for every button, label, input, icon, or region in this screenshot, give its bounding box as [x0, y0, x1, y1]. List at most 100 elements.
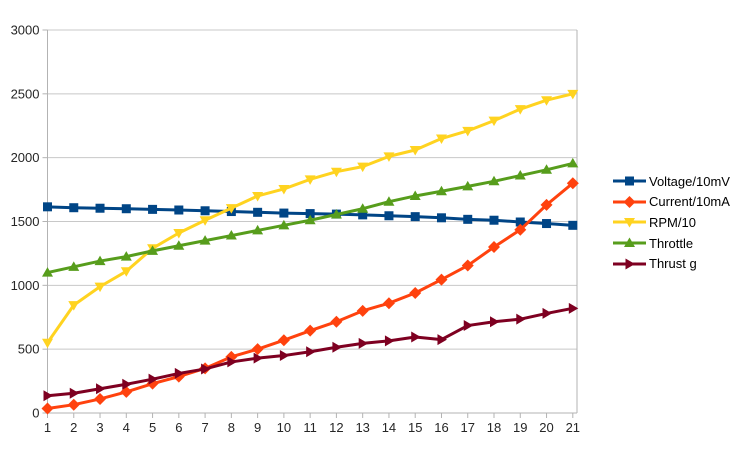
- data-point-marker-rpm-10: [225, 204, 237, 214]
- y-axis-tick-label: 2500: [11, 86, 40, 101]
- data-point-marker-rpm-10: [541, 96, 553, 106]
- data-point-marker-rpm-10: [462, 126, 474, 137]
- data-point-marker-throttle: [541, 164, 553, 174]
- legend-marker-glyph: [625, 258, 635, 270]
- data-point-marker-throttle: [147, 245, 159, 255]
- data-point-marker-rpm-10: [173, 228, 185, 239]
- legend-square-marker-icon: [613, 176, 646, 186]
- data-point-marker-rpm-10: [567, 89, 579, 100]
- data-point-marker-throttle: [304, 214, 316, 225]
- y-axis-tick-label: 0: [32, 406, 39, 421]
- data-point-marker-voltage-10mv: [515, 217, 525, 227]
- legend-triangle-down-marker-icon: [613, 218, 646, 228]
- x-axis-tick-label: 6: [175, 420, 182, 435]
- data-point-marker-rpm-10: [252, 191, 264, 202]
- data-point-marker-rpm-10: [383, 152, 395, 162]
- data-point-marker-voltage-10mv: [200, 206, 210, 216]
- x-axis-tick-label: 2: [70, 420, 77, 435]
- data-point-marker-throttle: [488, 175, 500, 186]
- series-voltage-10mv: [43, 202, 578, 230]
- legend-diamond-marker-icon: [613, 195, 646, 208]
- data-point-marker-current-10ma: [514, 223, 527, 236]
- data-point-marker-voltage-10mv: [489, 215, 499, 225]
- data-point-marker-throttle: [383, 196, 395, 206]
- data-point-marker-thrust-g: [306, 346, 316, 358]
- data-point-marker-voltage-10mv: [358, 210, 368, 220]
- legend-item-thrust-g: Thrust g: [613, 253, 730, 274]
- data-point-marker-thrust-g: [279, 350, 290, 362]
- x-axis-tick-label: 17: [461, 420, 475, 435]
- data-point-marker-voltage-10mv: [121, 204, 131, 214]
- data-point-marker-rpm-10: [409, 146, 421, 156]
- data-point-marker-throttle: [173, 240, 185, 250]
- data-point-marker-current-10ma: [120, 385, 133, 398]
- data-point-marker-thrust-g: [463, 320, 474, 332]
- data-point-marker-throttle: [225, 230, 237, 240]
- data-point-marker-voltage-10mv: [148, 204, 158, 214]
- data-point-marker-voltage-10mv: [436, 213, 446, 223]
- data-point-marker-throttle: [94, 255, 106, 266]
- x-axis-tick-label: 1: [44, 420, 51, 435]
- data-point-marker-throttle: [409, 190, 421, 200]
- data-point-marker-throttle: [42, 267, 53, 277]
- data-point-marker-rpm-10: [120, 267, 132, 277]
- x-axis-tick-label: 21: [566, 420, 580, 435]
- data-point-marker-throttle: [330, 208, 342, 219]
- data-point-marker-voltage-10mv: [95, 203, 105, 213]
- data-point-marker-throttle: [278, 219, 290, 230]
- data-point-marker-current-10ma: [435, 273, 448, 286]
- data-point-marker-thrust-g: [332, 341, 342, 353]
- data-point-marker-voltage-10mv: [174, 205, 184, 215]
- data-point-marker-current-10ma: [94, 392, 107, 405]
- data-point-marker-throttle: [120, 251, 132, 261]
- data-point-marker-thrust-g: [542, 307, 553, 319]
- legend-label: Thrust g: [649, 256, 697, 272]
- x-axis-tick-label: 18: [487, 420, 501, 435]
- data-point-marker-rpm-10: [435, 134, 447, 145]
- data-point-marker-voltage-10mv: [384, 211, 394, 221]
- data-point-marker-rpm-10: [357, 162, 369, 173]
- legend-label: RPM/10: [649, 214, 696, 230]
- data-point-marker-throttle: [357, 203, 369, 213]
- data-point-marker-current-10ma: [304, 324, 317, 337]
- data-point-marker-thrust-g: [69, 387, 80, 399]
- data-point-marker-current-10ma: [277, 334, 290, 347]
- series-throttle: [42, 157, 579, 277]
- data-point-marker-voltage-10mv: [463, 214, 473, 224]
- legend-marker-glyph: [625, 176, 634, 186]
- data-point-marker-voltage-10mv: [542, 219, 552, 229]
- x-axis-tick-label: 10: [277, 420, 291, 435]
- data-point-marker-voltage-10mv: [410, 212, 420, 222]
- data-point-marker-thrust-g: [201, 363, 211, 375]
- data-point-marker-rpm-10: [514, 105, 526, 115]
- x-axis-tick-label: 9: [254, 420, 261, 435]
- series-thrust-g: [43, 302, 579, 402]
- data-point-marker-rpm-10: [488, 116, 500, 127]
- legend: Voltage/10mV Current/10mA RPM/10 Throttle Th…: [613, 171, 730, 274]
- x-axis-tick-label: 8: [228, 420, 235, 435]
- y-axis-tick-label: 1500: [11, 214, 40, 229]
- data-point-marker-current-10ma: [409, 286, 422, 299]
- data-point-marker-thrust-g: [516, 313, 526, 325]
- data-point-marker-thrust-g: [148, 373, 159, 385]
- data-point-marker-throttle: [462, 180, 474, 191]
- y-axis-tick-label: 3000: [11, 23, 40, 38]
- y-axis-tick-label: 500: [18, 342, 40, 357]
- series-rpm-10: [42, 89, 579, 349]
- data-point-marker-thrust-g: [122, 378, 132, 390]
- data-point-marker-throttle: [252, 224, 264, 235]
- data-point-marker-thrust-g: [384, 335, 395, 347]
- x-axis-tick-label: 11: [303, 420, 317, 435]
- legend-marker-glyph: [624, 218, 635, 228]
- y-axis-tick-label: 2000: [11, 150, 40, 165]
- data-point-marker-rpm-10: [199, 216, 211, 226]
- legend-label: Voltage/10mV: [649, 173, 730, 189]
- data-point-marker-thrust-g: [43, 390, 53, 402]
- legend-marker-glyph: [624, 237, 635, 248]
- data-point-marker-throttle: [68, 261, 80, 271]
- data-point-marker-voltage-10mv: [568, 220, 578, 230]
- data-point-marker-voltage-10mv: [43, 202, 52, 212]
- data-point-marker-thrust-g: [96, 383, 106, 395]
- data-point-marker-throttle: [435, 185, 447, 196]
